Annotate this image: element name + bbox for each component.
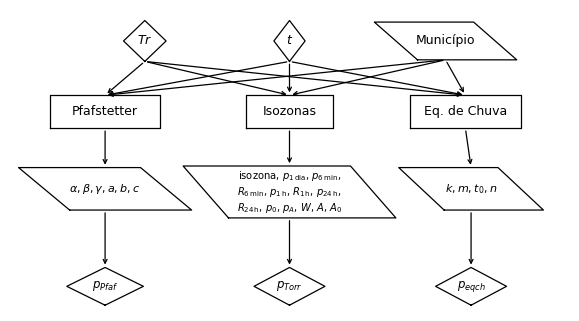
Text: $p_{eqch}$: $p_{eqch}$ xyxy=(457,279,486,294)
Text: Município: Município xyxy=(416,34,475,48)
Text: $p_{Torr}$: $p_{Torr}$ xyxy=(276,279,303,293)
Text: $\alpha, \beta, \gamma, a, b, c$: $\alpha, \beta, \gamma, a, b, c$ xyxy=(69,182,141,196)
Text: $k, m, t_0, n$: $k, m, t_0, n$ xyxy=(445,182,497,196)
Text: $Tr$: $Tr$ xyxy=(137,34,152,48)
Text: $p_{Pfaf}$: $p_{Pfaf}$ xyxy=(92,279,118,293)
Text: $t$: $t$ xyxy=(286,34,293,48)
Text: Pfafstetter: Pfafstetter xyxy=(72,105,138,118)
Text: Eq. de Chuva: Eq. de Chuva xyxy=(424,105,507,118)
Text: isozona, $p_{1\,\mathrm{dia}}$, $p_{6\,\mathrm{min}}$,
$R_{6\,\mathrm{min}}$, $p: isozona, $p_{1\,\mathrm{dia}}$, $p_{6\,\… xyxy=(237,169,342,215)
Text: Isozonas: Isozonas xyxy=(262,105,317,118)
